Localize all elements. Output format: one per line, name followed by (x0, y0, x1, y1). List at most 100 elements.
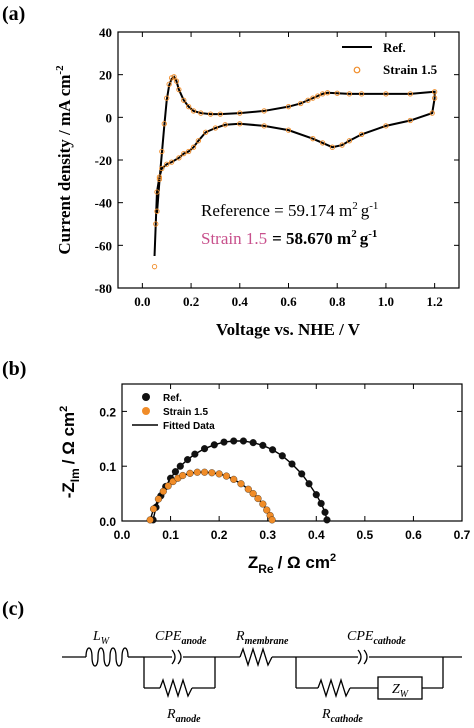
panel-b-y-axis-label-sub: Im (68, 468, 82, 482)
data-point-ref (305, 480, 313, 488)
y-tick-label: -80 (95, 281, 112, 296)
label-r-cathode-main: R (321, 707, 331, 722)
panel-b-y-ticks: 0.0 0.1 0.2 (99, 405, 462, 529)
label-cpe-anode-main: CPE (155, 629, 182, 644)
panel-a-series (151, 74, 438, 270)
data-point-strain-1-5 (383, 123, 389, 129)
panel-a-y-axis-label-main: Current density / mA cm (55, 75, 74, 255)
label-cpe-anode: CPEanode (155, 629, 207, 647)
data-point-ref (317, 499, 325, 508)
data-point-ref (171, 468, 179, 476)
legend-b-ref-label: Ref. (163, 393, 182, 404)
y-tick-label: -20 (95, 153, 112, 168)
data-point-strain-1-5 (222, 122, 228, 128)
data-point-ref (269, 446, 277, 454)
data-point-strain-1-5 (237, 480, 245, 488)
y-tick-label: 0.1 (99, 460, 116, 474)
data-point-strain-1-5 (346, 138, 353, 144)
data-point-strain-1-5 (168, 75, 175, 81)
data-point-strain-1-5 (383, 91, 389, 97)
annotation-reference-text: Reference = 59.174 m (201, 201, 352, 220)
panel-c-circuit: (c) L W CPEanode Ranode (2, 598, 462, 725)
y-tick-label: -60 (95, 238, 112, 253)
panel-b-y-axis-label-main: -Z (59, 482, 78, 498)
data-point-strain-1-5 (212, 125, 219, 131)
panel-b-x-axis-label-sub: Re (258, 562, 274, 576)
data-point-strain-1-5 (263, 506, 271, 514)
annotation-reference-unit: g (361, 201, 370, 220)
data-point-strain-1-5 (237, 121, 243, 127)
legend-b-strain-marker (142, 407, 150, 415)
label-r-membrane-main: R (235, 629, 245, 644)
data-point-strain-1-5 (181, 150, 187, 157)
data-point-strain-1-5 (249, 490, 257, 498)
annotation-reference-sup-m1: -1 (369, 200, 378, 212)
data-point-ref (321, 508, 329, 516)
data-point-strain-1-5 (166, 81, 172, 87)
annotation-strain-unit: g (360, 229, 369, 248)
data-point-strain-1-5 (181, 97, 187, 103)
data-point-strain-1-5 (159, 165, 165, 172)
panel-a-y-axis-label-group: Current density / mA cm-2 (54, 65, 74, 255)
data-point-strain-1-5 (179, 471, 187, 480)
panel-b-nyquist-chart: (b) 0.0 0.1 0.2 0.3 0.4 0.5 0.6 0.7 0.0 0.1 0.2 Z… (2, 358, 471, 576)
label-r-anode-sub: anode (176, 714, 202, 725)
label-r-cathode-sub: cathode (331, 714, 364, 725)
data-point-strain-1-5 (407, 117, 413, 124)
label-r-membrane-sub: membrane (245, 636, 289, 647)
data-point-strain-1-5 (429, 110, 435, 116)
x-tick-label: 0.4 (232, 294, 249, 309)
data-point-ref (176, 462, 184, 470)
data-point-strain-1-5 (268, 516, 276, 524)
data-point-strain-1-5 (154, 208, 160, 214)
legend-strain-label: Strain 1.5 (383, 62, 438, 77)
data-point-strain-1-5 (319, 140, 326, 146)
data-point-strain-1-5 (153, 221, 159, 227)
panel-a-x-ticks: 0.0 0.2 0.4 0.6 0.8 1.0 1.2 (134, 32, 443, 309)
label-lw-main: L (92, 629, 101, 644)
panel-c-label: (c) (2, 598, 24, 620)
panel-b-x-ticks: 0.0 0.1 0.2 0.3 0.4 0.5 0.6 0.7 (114, 384, 471, 542)
data-point-strain-1-5 (324, 90, 331, 96)
data-point-strain-1-5 (222, 472, 230, 480)
data-point-strain-1-5 (168, 159, 175, 165)
data-point-strain-1-5 (146, 516, 154, 524)
data-point-strain-1-5 (159, 487, 167, 495)
resistor-anode-symbol (159, 677, 193, 699)
y-tick-label: 0.0 (99, 515, 116, 529)
panel-b-y-axis-label: -ZIm / Ω cm2 (58, 406, 82, 499)
legend-ref-label: Ref. (383, 40, 406, 55)
data-point-strain-1-5 (358, 131, 365, 138)
x-tick-label: 1.0 (378, 294, 394, 309)
panel-b-label: (b) (2, 358, 26, 380)
data-point-strain-1-5 (285, 127, 292, 133)
legend-b-ref-marker (142, 393, 150, 401)
label-zw-sub: W (400, 689, 410, 700)
data-point-strain-1-5 (407, 91, 413, 97)
data-point-ref (239, 437, 247, 445)
label-cpe-cathode-main: CPE (347, 629, 374, 644)
annotation-strain-label: Strain 1.5 (201, 229, 267, 248)
label-r-membrane: Rmembrane (235, 629, 289, 647)
data-point-strain-1-5 (150, 505, 158, 513)
data-point-strain-1-5 (334, 90, 340, 96)
inductor-lw-symbol (85, 647, 129, 667)
data-point-ref (278, 452, 286, 460)
data-point-strain-1-5 (261, 108, 267, 114)
label-r-anode-main: R (166, 707, 176, 722)
data-point-strain-1-5 (207, 111, 214, 117)
x-tick-label: 0.7 (454, 528, 471, 542)
data-point-ref (220, 438, 228, 446)
data-point-strain-1-5 (190, 108, 197, 114)
panel-a-label: (a) (2, 3, 25, 25)
data-point-strain-1-5 (315, 93, 321, 99)
data-point-ref (259, 441, 267, 449)
x-tick-label: 0.6 (405, 528, 422, 542)
data-point-ref (249, 439, 257, 447)
legend-b-strain-label: Strain 1.5 (163, 407, 208, 418)
panel-b-y-axis-label-sup: 2 (58, 406, 70, 412)
circuit-labels: LW CPEanode Ranode Rmembrane CPEcathode … (92, 629, 410, 725)
y-tick-label: 20 (99, 68, 112, 83)
annotation-reference-sup-2: 2 (352, 200, 358, 212)
